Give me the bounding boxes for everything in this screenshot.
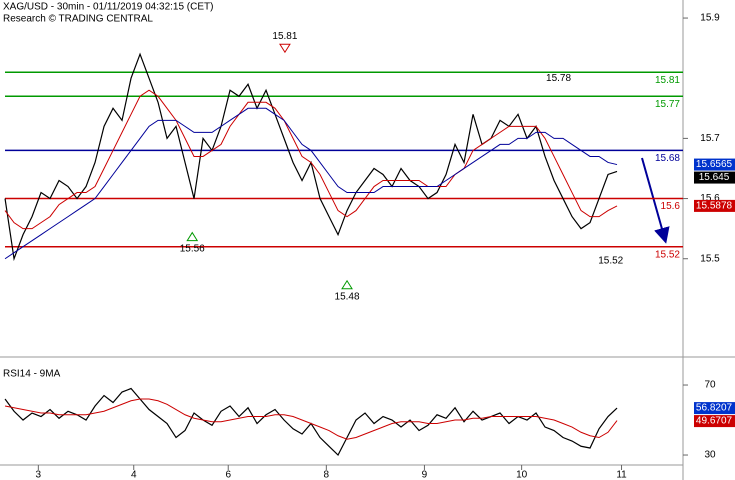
x-tick-label: 6 — [225, 470, 231, 480]
last-value-label: 15.6565 — [696, 159, 733, 170]
level-label: 15.81 — [655, 75, 680, 86]
level-label: 15.77 — [655, 99, 680, 110]
y-tick-label: 70 — [704, 380, 716, 391]
chart-subtitle: Research © TRADING CENTRAL — [3, 14, 153, 25]
y-tick-label: 15.7 — [700, 133, 720, 144]
series-line — [4, 398, 618, 440]
x-tick-label: 9 — [422, 470, 428, 480]
annotation: 15.78 — [546, 73, 571, 84]
x-tick-label: 10 — [516, 470, 528, 480]
level-label: 15.68 — [655, 153, 680, 164]
annotation: 15.52 — [598, 255, 623, 266]
rsi-title: RSI14 - 9MA — [3, 369, 61, 380]
last-value-box — [694, 415, 735, 428]
marker-up — [341, 279, 353, 290]
marker-up — [186, 231, 199, 242]
marker-down — [279, 43, 291, 54]
x-tick-label: 3 — [36, 470, 42, 480]
level-label: 15.52 — [655, 249, 680, 260]
level-label: 15.6 — [661, 201, 681, 212]
y-tick-label: 15.5 — [700, 253, 720, 264]
chart-title: XAG/USD - 30min - 01/11/2019 04:32:15 (C… — [3, 2, 213, 13]
last-value-box — [694, 199, 735, 212]
last-value-box — [694, 402, 735, 415]
last-value-box — [694, 158, 735, 171]
annotation: 15.56 — [180, 243, 205, 254]
last-value-label: 15.645 — [699, 172, 730, 183]
y-tick-label: 30 — [704, 450, 716, 461]
y-tick-label: 15.9 — [700, 13, 720, 24]
series-line — [4, 89, 618, 230]
series-line — [4, 107, 618, 260]
x-tick-label: 8 — [324, 470, 330, 480]
forecast-arrow — [641, 157, 670, 244]
y-tick-label: 15.6 — [700, 193, 720, 204]
x-tick-label: 11 — [616, 470, 627, 480]
annotation: 15.81 — [272, 31, 297, 42]
last-value-label: 49.6707 — [696, 416, 733, 427]
last-value-label: 15.5878 — [696, 201, 733, 212]
x-tick-label: 4 — [131, 470, 137, 480]
last-value-label: 56.8207 — [696, 403, 733, 414]
last-value-box — [694, 171, 735, 184]
annotation: 15.48 — [335, 291, 360, 302]
